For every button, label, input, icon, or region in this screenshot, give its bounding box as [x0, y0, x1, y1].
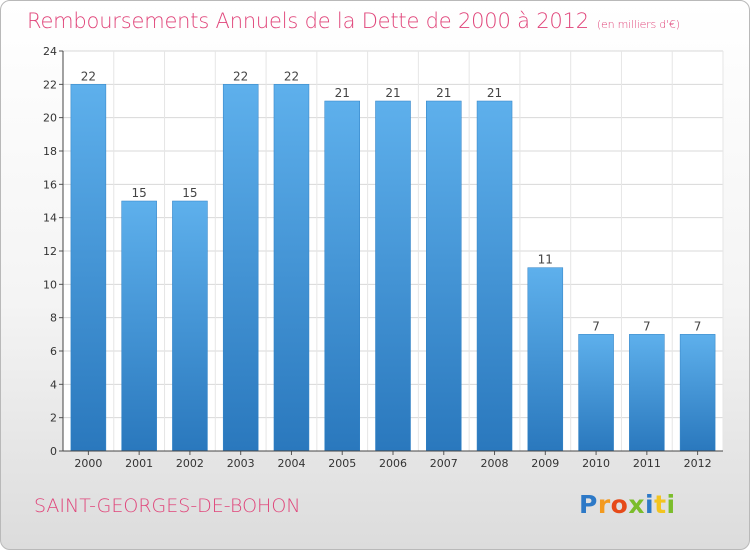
- x-tick-label: 2004: [277, 457, 305, 470]
- y-tick-label: 14: [43, 212, 57, 225]
- logo-letter: x: [628, 490, 645, 519]
- logo-letter: o: [610, 490, 629, 519]
- x-tick-label: 2008: [481, 457, 509, 470]
- bar-value-label: 22: [284, 69, 299, 83]
- bar-value-label: 7: [592, 319, 600, 333]
- y-tick-label: 2: [50, 412, 57, 425]
- x-tick-label: 2002: [176, 457, 204, 470]
- bar-value-label: 21: [335, 86, 350, 100]
- x-tick-label: 2005: [328, 457, 356, 470]
- proxiti-logo[interactable]: Proxiti: [579, 490, 676, 519]
- bar-value-label: 15: [182, 186, 197, 200]
- town-name: SAINT-GEORGES-DE-BOHON: [34, 495, 301, 517]
- x-tick-label: 2009: [531, 457, 559, 470]
- x-tick-label: 2012: [684, 457, 712, 470]
- bar-value-label: 22: [81, 69, 96, 83]
- y-tick-label: 4: [50, 378, 57, 391]
- bar-value-label: 15: [132, 186, 147, 200]
- y-tick-label: 18: [43, 145, 57, 158]
- x-tick-label: 2011: [633, 457, 661, 470]
- bar-2006: [375, 100, 411, 452]
- bar-value-label: 7: [694, 319, 702, 333]
- chart-unit-note: (en milliers d'€): [596, 18, 680, 31]
- y-tick-label: 22: [43, 78, 57, 91]
- bar-2000: [70, 84, 107, 452]
- bar-2010: [578, 334, 614, 452]
- x-tick-label: 2003: [227, 457, 255, 470]
- x-tick-label: 2006: [379, 457, 407, 470]
- x-tick-label: 2001: [125, 457, 153, 470]
- x-tick-label: 2010: [582, 457, 610, 470]
- bar-2012: [679, 334, 716, 452]
- y-tick-label: 12: [43, 245, 57, 258]
- chart-title: Remboursements Annuels de la Dette de 20…: [27, 9, 680, 33]
- bar-2009: [527, 267, 564, 452]
- logo-letter: i: [666, 490, 676, 519]
- bar-2002: [172, 200, 208, 452]
- bar-value-label: 11: [538, 253, 553, 267]
- y-tick-label: 20: [43, 112, 57, 125]
- bar-value-label: 21: [436, 86, 451, 100]
- y-tick-label: 10: [43, 278, 57, 291]
- logo-letter: r: [597, 490, 611, 519]
- bar-2003: [222, 84, 259, 452]
- bar-value-label: 21: [487, 86, 502, 100]
- bar-value-label: 22: [233, 69, 248, 83]
- bar-2007: [426, 100, 462, 452]
- logo-letter: i: [645, 490, 655, 519]
- x-tick-label: 2007: [430, 457, 458, 470]
- bar-value-label: 21: [385, 86, 400, 100]
- y-tick-label: 16: [43, 178, 57, 191]
- bar-2005: [324, 100, 360, 452]
- y-tick-label: 24: [43, 45, 57, 58]
- logo-letter: P: [579, 490, 598, 519]
- bar-2008: [476, 100, 513, 452]
- bar-2004: [273, 84, 310, 452]
- x-tick-label: 2000: [74, 457, 102, 470]
- y-tick-label: 8: [50, 312, 57, 325]
- bar-value-label: 7: [643, 319, 651, 333]
- y-tick-label: 6: [50, 345, 57, 358]
- y-tick-label: 0: [50, 445, 57, 458]
- chart-title-text: Remboursements Annuels de la Dette de 20…: [27, 9, 589, 33]
- bar-2001: [121, 200, 157, 452]
- bars: 22 15 15 22 22 21 21 21 21 11 7 7 7: [70, 69, 716, 452]
- bar-2011: [629, 334, 665, 452]
- logo-letter: t: [654, 490, 667, 519]
